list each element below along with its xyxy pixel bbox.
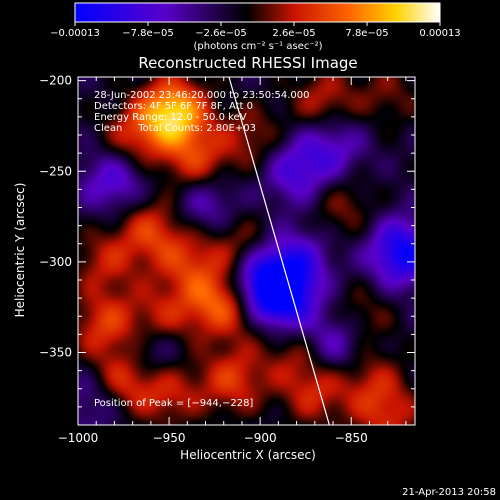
colorbar-tick-label-2: −2.6e−05 <box>195 28 247 39</box>
x-axis-ticks <box>77 77 407 425</box>
y-tick-label-0: −200 <box>39 74 72 88</box>
colorbar-tick-label-1: −7.8e−05 <box>122 28 174 39</box>
x-tick-label-3: −850 <box>335 431 368 445</box>
colorbar-tick-label-4: 7.8e−05 <box>345 28 388 39</box>
solar-limb-line <box>228 77 330 425</box>
x-tick-label-2: −900 <box>244 431 277 445</box>
colorbar-tick-label-0: −0.00013 <box>50 28 100 39</box>
plot-frame <box>77 76 416 426</box>
peak-position-label: Position of Peak = [−944,−228] <box>94 398 253 409</box>
colorbar <box>74 2 441 23</box>
annotation-time-range: 28-Jun-2002 23:46:20.000 to 23:50:54.000 <box>94 90 310 101</box>
y-tick-label-1: −250 <box>39 164 72 178</box>
chart-title: Reconstructed RHESSI Image <box>138 54 357 72</box>
annotation-clean-counts: Clean Total Counts: 2.80E+03 <box>94 123 256 134</box>
colorbar-tick-label-3: 2.6e−05 <box>272 28 315 39</box>
annotation-detectors: Detectors: 4F 5F 6F 7F 8F, Att 0 <box>94 101 253 112</box>
colorbar-tick-label-5: 0.00013 <box>419 28 460 39</box>
y-axis-ticks <box>78 80 415 426</box>
y-tick-label-2: −300 <box>39 255 72 269</box>
annotation-energy-range: Energy Range: 12.0 - 50.0 keV <box>94 112 247 123</box>
heatmap-image <box>78 77 415 425</box>
colorbar-ticks <box>74 22 441 26</box>
y-tick-label-3: −350 <box>39 346 72 360</box>
y-axis-label: Heliocentric Y (arcsec) <box>13 183 27 318</box>
render-timestamp: 21-Apr-2013 20:58 <box>402 487 496 498</box>
colorbar-unit-label: (photons cm⁻² s⁻¹ asec⁻²) <box>193 41 322 52</box>
x-axis-label: Heliocentric X (arcsec) <box>180 448 316 462</box>
x-tick-label-1: −950 <box>153 431 186 445</box>
x-tick-label-0: −1000 <box>58 431 99 445</box>
